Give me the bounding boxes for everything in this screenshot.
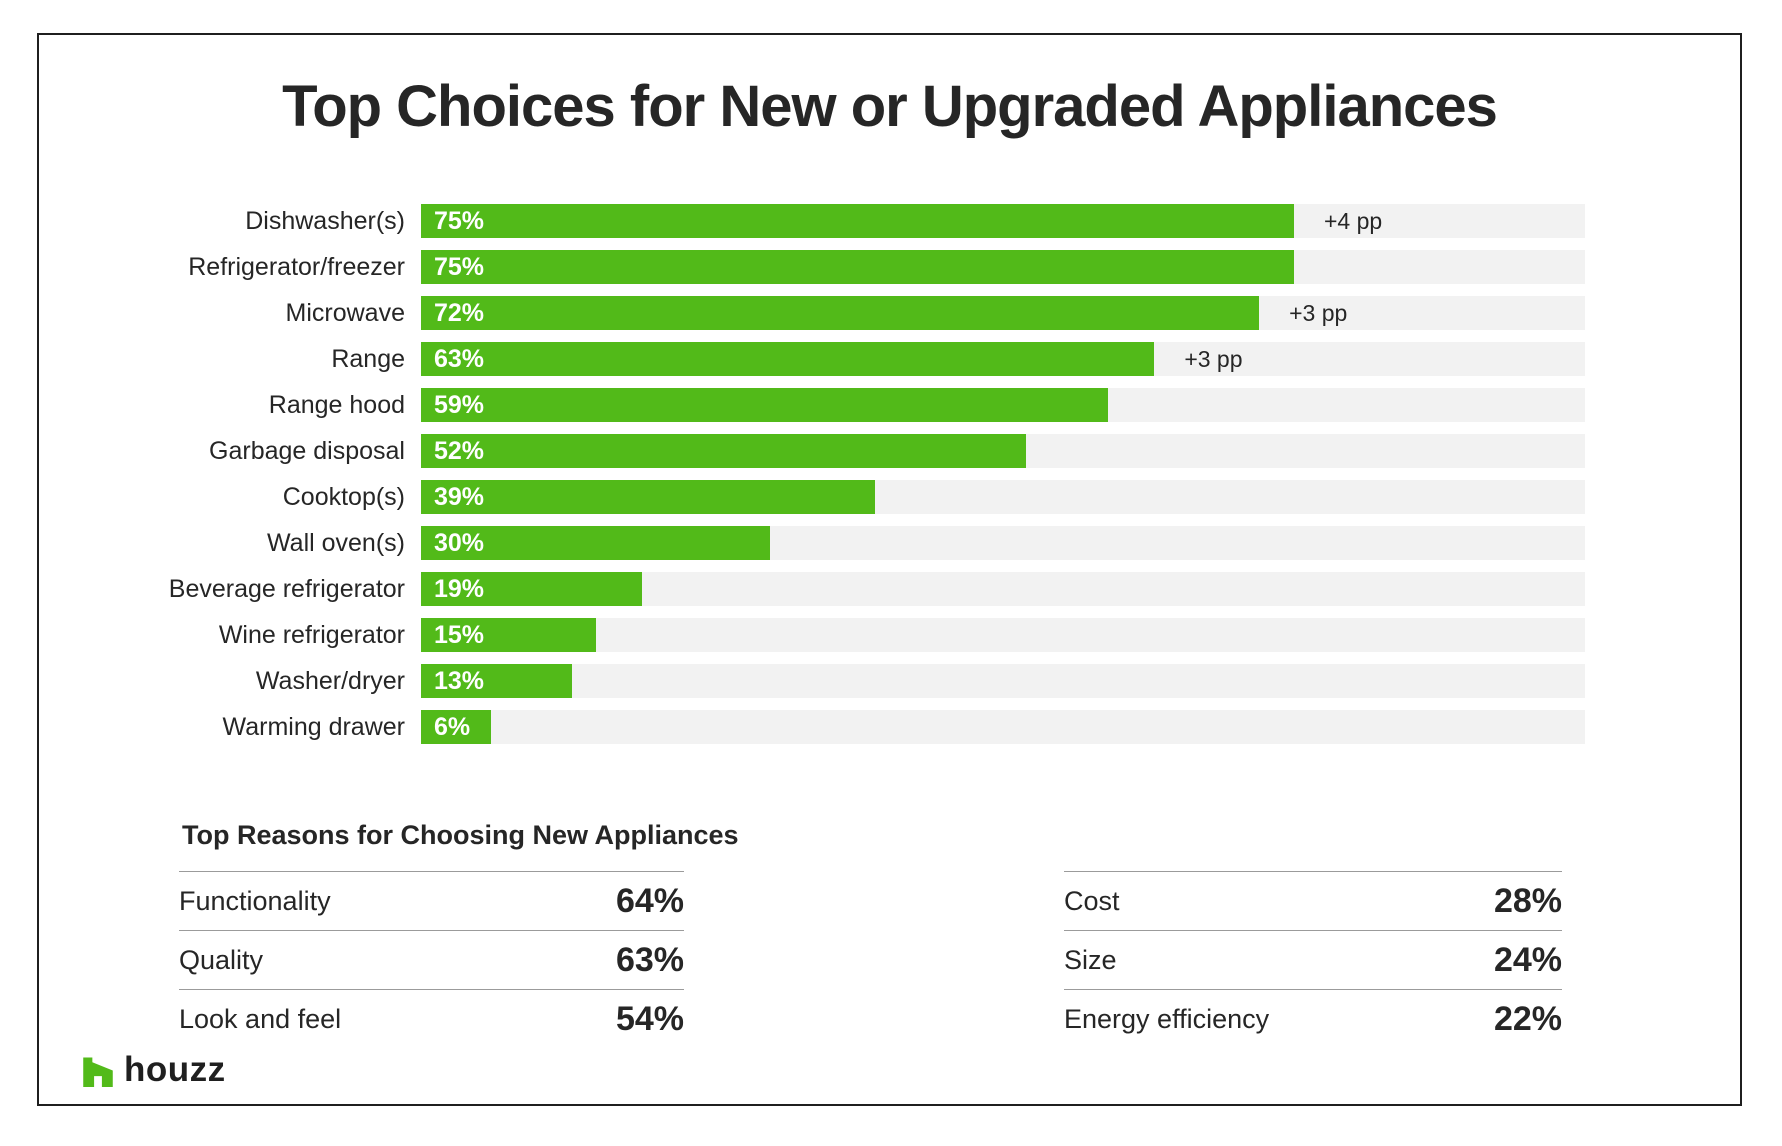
- chart-row: Range 63% +3 pp: [39, 342, 1740, 376]
- reason-label: Size: [1064, 944, 1117, 975]
- bar: 75%: [421, 204, 1294, 238]
- bar-track: 13%: [421, 664, 1585, 698]
- bar-track: 52%: [421, 434, 1585, 468]
- chart-row: Dishwasher(s) 75% +4 pp: [39, 204, 1740, 238]
- bar: 6%: [421, 710, 491, 744]
- bar-value-label: 75%: [434, 206, 485, 235]
- reason-row: Size 24%: [1064, 930, 1562, 989]
- chart-row: Washer/dryer 13%: [39, 664, 1740, 698]
- chart-row: Wine refrigerator 15%: [39, 618, 1740, 652]
- bar-value-label: 15%: [434, 620, 485, 649]
- chart-row: Microwave 72% +3 pp: [39, 296, 1740, 330]
- bar: 39%: [421, 480, 875, 514]
- reason-label: Energy efficiency: [1064, 1003, 1270, 1034]
- reasons-section: Functionality 64% Quality 63% Look and f…: [39, 871, 1740, 1048]
- bar-track: 72% +3 pp: [421, 296, 1585, 330]
- chart-row: Range hood 59%: [39, 388, 1740, 422]
- category-label: Range: [331, 344, 405, 373]
- change-annotation: +4 pp: [1324, 208, 1383, 234]
- bar: 59%: [421, 388, 1108, 422]
- bar-track: 59%: [421, 388, 1585, 422]
- reason-label: Cost: [1064, 885, 1120, 916]
- reason-value: 64%: [615, 881, 684, 920]
- reasons-column: Cost 28% Size 24% Energy efficiency 22%: [1064, 871, 1562, 1048]
- bar-value-label: 63%: [434, 344, 485, 373]
- reason-row: Energy efficiency 22%: [1064, 989, 1562, 1048]
- category-label: Beverage refrigerator: [168, 574, 405, 603]
- chart-row: Beverage refrigerator 19%: [39, 572, 1740, 606]
- bar-value-label: 30%: [434, 528, 485, 557]
- bar: 13%: [421, 664, 573, 698]
- reason-label: Functionality: [179, 885, 331, 916]
- bar-track: 19%: [421, 572, 1585, 606]
- category-label: Wine refrigerator: [218, 620, 405, 649]
- bar-value-label: 13%: [434, 666, 485, 695]
- reason-label: Quality: [179, 944, 264, 975]
- category-label: Warming drawer: [222, 712, 405, 741]
- bar: 30%: [421, 526, 771, 560]
- bar-value-label: 6%: [434, 712, 471, 741]
- category-label: Microwave: [285, 298, 405, 327]
- bar-track: 75% +4 pp: [421, 204, 1585, 238]
- reason-label: Look and feel: [179, 1003, 342, 1034]
- bar-track: 30%: [421, 526, 1585, 560]
- category-label: Washer/dryer: [255, 666, 405, 695]
- bar-value-label: 39%: [434, 482, 485, 511]
- category-label: Garbage disposal: [209, 436, 405, 465]
- reason-row: Cost 28%: [1064, 871, 1562, 930]
- category-label: Wall oven(s): [267, 528, 405, 557]
- chart-row: Cooktop(s) 39%: [39, 480, 1740, 514]
- category-label: Refrigerator/freezer: [188, 252, 405, 281]
- reasons-column: Functionality 64% Quality 63% Look and f…: [179, 871, 684, 1048]
- reason-row: Look and feel 54%: [179, 989, 684, 1048]
- content-frame: Top Choices for New or Upgraded Applianc…: [37, 33, 1742, 1106]
- bar-track: 6%: [421, 710, 1585, 744]
- category-label: Range hood: [268, 390, 405, 419]
- bar: 15%: [421, 618, 596, 652]
- change-annotation: +3 pp: [1184, 346, 1243, 372]
- bar: 75%: [421, 250, 1294, 284]
- reason-value: 28%: [1493, 881, 1562, 920]
- bar-value-label: 75%: [434, 252, 485, 281]
- reason-value: 63%: [615, 940, 684, 979]
- houzz-wordmark: houzz: [124, 1050, 226, 1089]
- reasons-heading: Top Reasons for Choosing New Appliances: [182, 820, 739, 850]
- bar-track: 63% +3 pp: [421, 342, 1585, 376]
- chart-row: Refrigerator/freezer 75%: [39, 250, 1740, 284]
- bar: 63%: [421, 342, 1155, 376]
- bar: 72%: [421, 296, 1260, 330]
- bar-track: 15%: [421, 618, 1585, 652]
- reason-row: Quality 63%: [179, 930, 684, 989]
- reason-row: Functionality 64%: [179, 871, 684, 930]
- bar-value-label: 19%: [434, 574, 485, 603]
- houzz-logo: houzz: [83, 1050, 226, 1090]
- reason-value: 22%: [1493, 999, 1562, 1038]
- chart-row: Warming drawer 6%: [39, 710, 1740, 744]
- bar-chart: Dishwasher(s) 75% +4 pp Refrigerator/fre…: [39, 204, 1740, 744]
- category-label: Cooktop(s): [282, 482, 405, 511]
- category-label: Dishwasher(s): [245, 206, 405, 235]
- bar: 52%: [421, 434, 1027, 468]
- reason-value: 24%: [1493, 940, 1562, 979]
- bar: 19%: [421, 572, 643, 606]
- change-annotation: +3 pp: [1289, 300, 1348, 326]
- chart-title: Top Choices for New or Upgraded Applianc…: [282, 74, 1498, 139]
- reason-value: 54%: [615, 999, 684, 1038]
- chart-row: Wall oven(s) 30%: [39, 526, 1740, 560]
- bar-value-label: 52%: [434, 436, 485, 465]
- bar-value-label: 72%: [434, 298, 485, 327]
- bar-track: 39%: [421, 480, 1585, 514]
- houzz-house-icon: [83, 1056, 113, 1087]
- bar-value-label: 59%: [434, 390, 485, 419]
- bar-track: 75%: [421, 250, 1585, 284]
- chart-row: Garbage disposal 52%: [39, 434, 1740, 468]
